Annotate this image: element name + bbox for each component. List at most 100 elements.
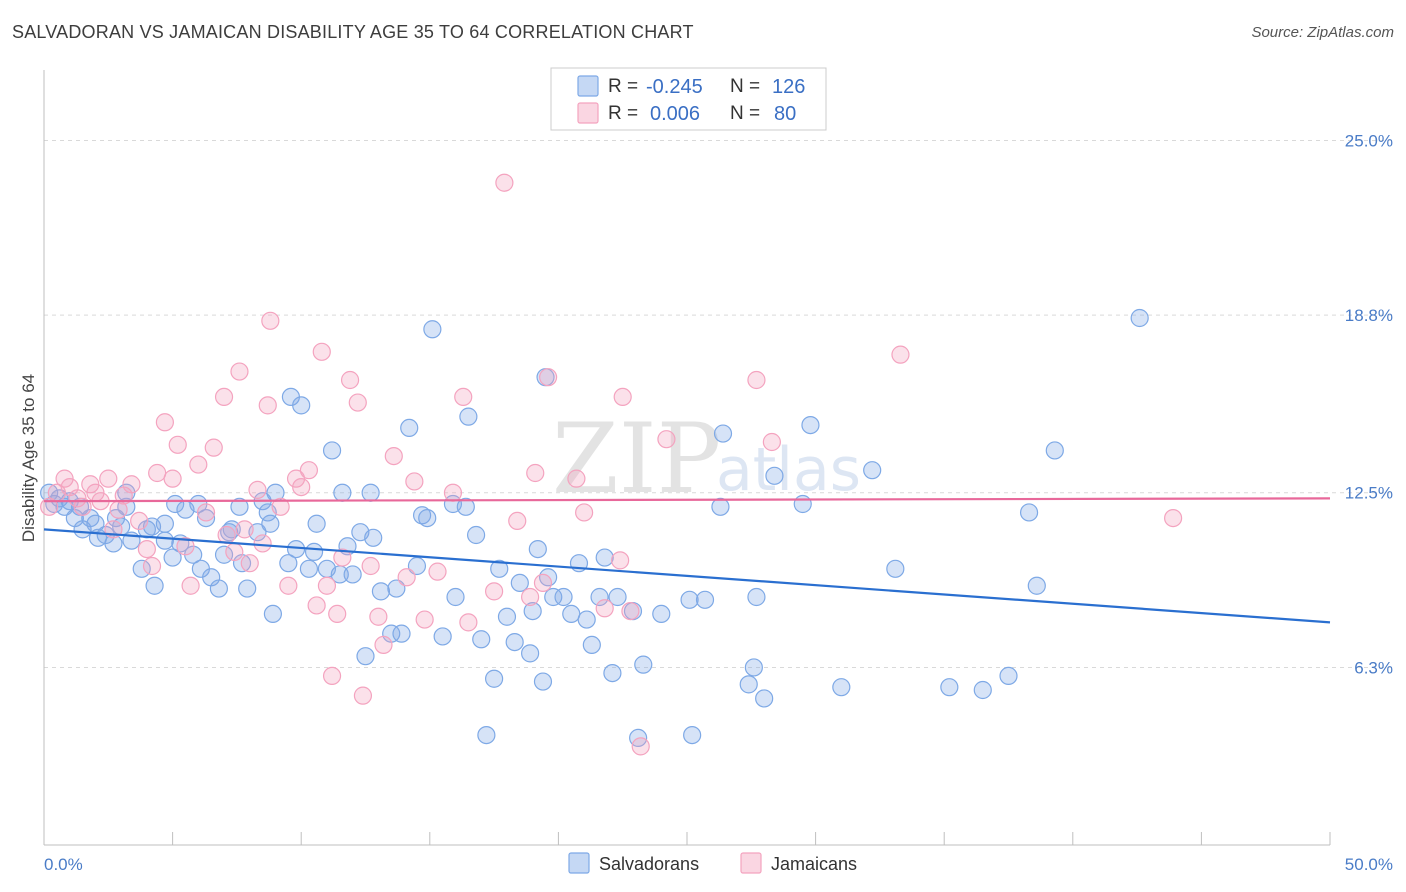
jamaican-point: [340, 370, 360, 390]
salvadoran-point: [333, 483, 352, 502]
jamaican-point: [181, 576, 200, 595]
watermark-atlas: atlas: [716, 435, 861, 505]
jamaican-point: [361, 556, 380, 576]
salvadoran-point: [214, 545, 234, 564]
salvadoran-point: [356, 647, 375, 666]
salvadoran-point: [680, 590, 699, 609]
salvadoran-point: [485, 669, 504, 688]
jamaican-point: [384, 446, 403, 466]
salvadoran-point: [832, 678, 851, 697]
salvadoran-point: [634, 655, 653, 674]
salvadoran-point: [145, 576, 164, 595]
series-legend: Salvadorans Jamaicans: [568, 852, 857, 874]
jamaican-point: [217, 525, 236, 545]
salvadoran-point: [713, 424, 733, 443]
salvadoran-point: [371, 582, 391, 601]
bottom-legend-swatch-jamaicans: [740, 852, 762, 874]
salvadoran-point: [132, 559, 151, 578]
y-tick-label: 12.5%: [1345, 484, 1393, 503]
jamaican-point: [292, 477, 311, 497]
salvadoran-point: [608, 587, 627, 607]
salvadoran-point: [418, 508, 437, 528]
jamaican-point: [328, 604, 347, 624]
jamaican-point: [539, 368, 558, 387]
jamaican-point: [485, 582, 504, 601]
salvadoran-point: [196, 508, 216, 528]
salvadoran-point: [497, 607, 517, 626]
legend-r-label-salvadorans: R =: [608, 76, 638, 97]
jamaican-point: [428, 562, 447, 581]
salvadoran-point: [582, 635, 601, 655]
legend-box: [550, 67, 827, 131]
jamaican-point: [762, 432, 781, 452]
y-axis-title: Disability Age 35 to 64: [19, 374, 38, 542]
salvadoran-point: [423, 320, 442, 339]
salvadoran-point: [304, 542, 324, 562]
jamaican-point: [271, 497, 290, 516]
bottom-legend-swatch-salvadorans: [568, 852, 590, 874]
watermark-zip: ZIP: [552, 403, 721, 515]
salvadoran-point: [459, 407, 478, 426]
salvadoran-point: [999, 666, 1018, 686]
salvadoran-point: [595, 548, 614, 567]
salvadoran-point: [433, 627, 452, 646]
jamaican-point: [415, 610, 434, 629]
salvadoran-point: [490, 559, 509, 578]
salvadoran-point: [400, 418, 419, 438]
jamaican-point: [137, 539, 156, 559]
salvadoran-point: [392, 624, 411, 643]
jamaican-point: [176, 537, 195, 556]
legend-swatch-jamaicans: [577, 102, 599, 124]
jamaican-point: [312, 342, 331, 361]
salvadoran-point: [222, 520, 241, 539]
salvadoran-point: [973, 680, 992, 700]
salvadorans-trend-line: [43, 528, 1331, 624]
jamaican-point: [235, 520, 254, 539]
salvadoran-point: [446, 587, 465, 607]
jamaican-point: [240, 554, 259, 573]
jamaican-point: [567, 469, 586, 488]
jamaican-point: [253, 534, 272, 553]
legend-n-label-salvadorans: N =: [730, 76, 760, 97]
salvadoran-point: [361, 483, 380, 502]
salvadoran-point: [238, 579, 257, 598]
jamaican-point: [317, 576, 337, 595]
jamaican-point: [214, 387, 234, 407]
jamaican-point: [163, 469, 182, 488]
jamaican-point: [155, 413, 174, 432]
salvadoran-point: [711, 497, 730, 516]
x-axis-ticks: [43, 832, 1331, 845]
salvadoran-point: [510, 573, 529, 593]
salvadoran-point: [407, 556, 427, 576]
jamaicans-points: [40, 173, 1183, 756]
jamaican-point: [99, 469, 118, 488]
salvadoran-point: [533, 672, 553, 691]
jamaican-point: [891, 345, 910, 364]
jamaican-point: [204, 438, 223, 457]
source-label: Source: ZipAtlas.com: [1251, 24, 1394, 41]
salvadoran-point: [590, 587, 609, 607]
salvadoran-point: [364, 528, 383, 547]
salvadoran-point: [521, 644, 540, 663]
salvadoran-point: [544, 587, 563, 607]
jamaican-point: [397, 568, 416, 587]
salvadoran-point: [412, 506, 432, 525]
jamaican-point: [225, 542, 244, 562]
salvadoran-point: [166, 494, 185, 514]
jamaican-point: [73, 497, 92, 516]
jamaican-point: [307, 596, 326, 615]
salvadoran-point: [603, 663, 622, 683]
jamaican-point: [533, 573, 553, 593]
salvadoran-point: [739, 675, 758, 694]
salvadoran-point: [863, 461, 882, 480]
legend-r-label-jamaicans: R =: [608, 103, 638, 124]
salvadoran-point: [652, 604, 671, 624]
x-tick-label-max: 50.0%: [1345, 855, 1393, 874]
jamaican-point: [611, 551, 630, 570]
salvadoran-point: [505, 632, 524, 652]
jamaican-point: [747, 370, 766, 390]
salvadoran-point: [1045, 441, 1064, 460]
salvadoran-point: [539, 568, 558, 587]
jamaican-point: [495, 173, 514, 192]
